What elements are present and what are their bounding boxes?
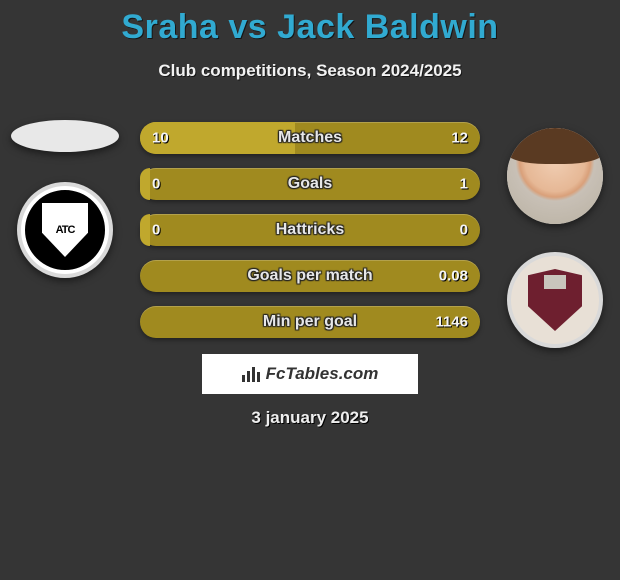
stat-row: 00Hattricks — [140, 214, 480, 246]
bar-fill-left — [140, 214, 150, 246]
stat-row: 1146Min per goal — [140, 306, 480, 338]
bar-track — [140, 306, 480, 338]
stat-value-left: 10 — [152, 130, 169, 147]
stats-bars: 1012Matches01Goals00Hattricks0.08Goals p… — [140, 122, 480, 352]
shield-icon: ATC — [42, 203, 88, 257]
right-player-avatar — [507, 128, 603, 224]
bars-icon — [242, 367, 260, 382]
right-club-badge — [507, 252, 603, 348]
club-badge-black: ATC — [21, 186, 109, 274]
stat-row: 01Goals — [140, 168, 480, 200]
bar-track — [140, 260, 480, 292]
stat-value-left: 0 — [152, 176, 160, 193]
left-player-column: ATC — [10, 120, 120, 306]
bar-fill-left — [140, 168, 150, 200]
logo-text: FcTables.com — [266, 364, 379, 384]
stat-row: 0.08Goals per match — [140, 260, 480, 292]
stat-row: 1012Matches — [140, 122, 480, 154]
generation-date: 3 january 2025 — [0, 408, 620, 428]
page-subtitle: Club competitions, Season 2024/2025 — [0, 61, 620, 81]
stat-value-right: 1146 — [435, 314, 468, 331]
stat-value-left: 0 — [152, 222, 160, 239]
bar-track — [140, 168, 480, 200]
left-player-avatar — [11, 120, 119, 152]
player-face-icon — [507, 128, 603, 224]
club-badge-maroon — [511, 256, 599, 344]
left-club-badge: ATC — [17, 182, 113, 278]
stat-value-right: 0.08 — [439, 268, 468, 285]
fctables-logo: FcTables.com — [202, 354, 418, 394]
page-title: Sraha vs Jack Baldwin — [0, 0, 620, 47]
maroon-shield-icon — [528, 269, 582, 331]
right-player-column — [500, 128, 610, 376]
stat-value-right: 12 — [451, 130, 468, 147]
stat-value-right: 1 — [460, 176, 468, 193]
stat-value-right: 0 — [460, 222, 468, 239]
bar-track — [140, 214, 480, 246]
